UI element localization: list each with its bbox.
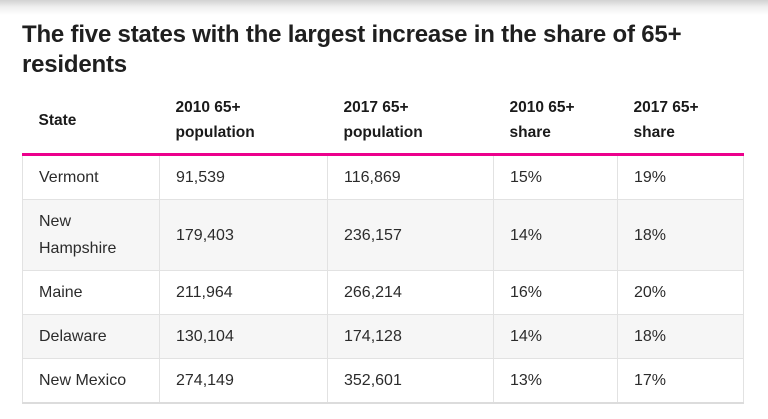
table-row: Delaware 130,104 174,128 14% 18% <box>22 314 744 359</box>
state-cell: Vermont <box>22 154 160 200</box>
share-2017-cell: 18% <box>617 314 744 359</box>
column-header-2010-share: 2010 65+ share <box>493 93 618 156</box>
pop-2017-cell: 116,869 <box>327 154 494 200</box>
header-row: State 2010 65+ population 2017 65+ popul… <box>22 93 744 156</box>
column-header-2010-population: 2010 65+ population <box>159 93 328 156</box>
table-row: New Mexico 274,149 352,601 13% 17% <box>22 358 744 404</box>
page-title-line-2: residents <box>22 51 127 78</box>
table-row: Vermont 91,539 116,869 15% 19% <box>22 154 744 200</box>
pop-2010-cell: 274,149 <box>159 358 328 404</box>
pop-2017-cell: 174,128 <box>327 314 494 359</box>
state-cell: Delaware <box>22 314 160 359</box>
pop-2010-cell: 130,104 <box>159 314 328 359</box>
share-2017-cell: 19% <box>617 154 744 200</box>
share-2017-cell: 17% <box>617 358 744 404</box>
share-2010-cell: 15% <box>493 154 618 200</box>
state-cell: Maine <box>22 270 160 315</box>
share-2010-cell: 13% <box>493 358 618 404</box>
page-title-line-1: The five states with the largest increas… <box>22 21 682 48</box>
pop-2017-cell: 352,601 <box>327 358 494 404</box>
pop-2017-cell: 236,157 <box>327 199 494 271</box>
states-65plus-table: State 2010 65+ population 2017 65+ popul… <box>22 93 744 404</box>
table-row: Maine 211,964 266,214 16% 20% <box>22 270 744 315</box>
table-body: Vermont 91,539 116,869 15% 19% New Hamps… <box>22 154 744 404</box>
column-header-2017-population: 2017 65+ population <box>327 93 494 156</box>
table-header: State 2010 65+ population 2017 65+ popul… <box>22 93 744 156</box>
pop-2010-cell: 211,964 <box>159 270 328 315</box>
page-title: The five states with the largest increas… <box>0 0 768 80</box>
share-2010-cell: 14% <box>493 199 618 271</box>
share-2010-cell: 14% <box>493 314 618 359</box>
state-cell: New Mexico <box>22 358 160 404</box>
share-2017-cell: 20% <box>617 270 744 315</box>
column-header-state: State <box>22 93 160 156</box>
pop-2017-cell: 266,214 <box>327 270 494 315</box>
state-cell: New Hampshire <box>22 199 160 271</box>
share-2010-cell: 16% <box>493 270 618 315</box>
table-row: New Hampshire 179,403 236,157 14% 18% <box>22 199 744 271</box>
share-2017-cell: 18% <box>617 199 744 271</box>
pop-2010-cell: 179,403 <box>159 199 328 271</box>
column-header-2017-share: 2017 65+ share <box>617 93 744 156</box>
pop-2010-cell: 91,539 <box>159 154 328 200</box>
